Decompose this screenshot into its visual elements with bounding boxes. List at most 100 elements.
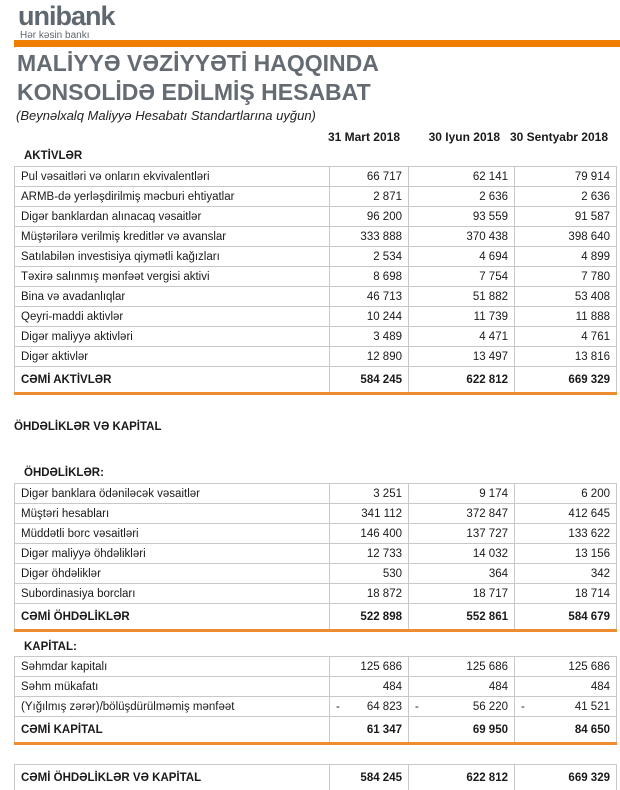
row-value: 125 686	[408, 656, 515, 677]
value-text: 84 650	[574, 723, 610, 736]
row-value: 18 714	[514, 583, 617, 604]
table-row: Qeyri-maddi aktivlər 10 244 11 739 11 888	[14, 306, 617, 327]
value-text: 669 329	[568, 771, 610, 784]
value-text: 69 950	[472, 723, 508, 736]
row-value: 11 739	[408, 306, 515, 327]
value-text: 53 408	[574, 290, 610, 303]
row-value: 84 650	[514, 716, 617, 745]
value-text: 18 714	[574, 587, 610, 600]
liabilities-heading: ÖHDƏLİKLƏR:	[24, 467, 104, 479]
value-text: 342	[590, 567, 610, 580]
row-value: 3 251	[329, 483, 409, 504]
unibank-logo: unibank Hər kəsin bankı	[18, 2, 116, 41]
row-value: 669 329	[514, 764, 617, 790]
row-value: 669 329	[514, 366, 617, 395]
row-value: 62 141	[408, 166, 515, 187]
row-label: CƏMİ ÖHDƏLİKLƏR VƏ KAPİTAL	[14, 764, 330, 790]
row-value: 13 497	[408, 346, 515, 367]
value-text: 18 717	[472, 587, 508, 600]
value-text: 125 686	[466, 660, 508, 673]
total-row: CƏMİ KAPİTAL 61 347 69 950 84 650	[14, 716, 617, 745]
value-text: 13 816	[574, 350, 610, 363]
liabilities-table: Digər banklara ödəniləcək vəsaitlər 3 251…	[14, 483, 617, 632]
table-row: Təxirə salınmış mənfəət vergisi aktivi 8 …	[14, 266, 617, 287]
table-row: Digər banklara ödəniləcək vəsaitlər 3 251…	[14, 483, 617, 504]
page-subtitle: (Beynəlxalq Maliyyə Hesabatı Standartlar…	[16, 108, 316, 123]
row-value: 46 713	[329, 286, 409, 307]
row-value: 9 174	[408, 483, 515, 504]
negative-sign: -	[521, 700, 525, 713]
row-label: Səhm mükafatı	[14, 676, 330, 697]
row-label: Subordinasiya borcları	[14, 583, 330, 604]
row-value: - 64 823	[329, 696, 409, 717]
row-value: 552 861	[408, 603, 515, 632]
row-label: Müddətli borc vəsaitləri	[14, 523, 330, 544]
row-value: 372 847	[408, 503, 515, 524]
negative-sign: -	[415, 700, 419, 713]
total-row: CƏMİ ÖHDƏLİKLƏR VƏ KAPİTAL 584 245 622 812…	[14, 764, 617, 790]
value-text: 133 622	[568, 527, 610, 540]
value-text: 62 141	[472, 170, 508, 183]
row-value: 125 686	[329, 656, 409, 677]
row-value: - 41 521	[514, 696, 617, 717]
row-value: 8 698	[329, 266, 409, 287]
value-text: 584 679	[568, 610, 610, 623]
row-label: Digər banklara ödəniləcək vəsaitlər	[14, 483, 330, 504]
value-text: 7 754	[479, 270, 508, 283]
row-value: 530	[329, 563, 409, 584]
value-text: 11 739	[473, 310, 508, 323]
equity-table: Səhmdar kapitalı 125 686 125 686 125 686 Səh…	[14, 656, 617, 745]
row-value: 18 717	[408, 583, 515, 604]
table-row: Müştəri hesabları 341 112 372 847 412 645	[14, 503, 617, 524]
value-text: 56 220	[472, 700, 508, 713]
row-value: 133 622	[514, 523, 617, 544]
value-text: 341 112	[361, 507, 402, 520]
row-value: 341 112	[329, 503, 409, 524]
row-value: 11 888	[514, 306, 617, 327]
table-row: Digər maliyyə öhdəlikləri 12 733 14 032 13 …	[14, 543, 617, 564]
assets-heading: AKTİVLƏR	[24, 150, 83, 162]
row-label: Satılabilən investisiya qiymətli kağızla…	[14, 246, 330, 267]
row-label: CƏMİ KAPİTAL	[14, 716, 330, 745]
value-text: 669 329	[568, 373, 610, 386]
row-value: 342	[514, 563, 617, 584]
value-text: 622 812	[466, 373, 508, 386]
row-value: 137 727	[408, 523, 515, 544]
grand-total-table: CƏMİ ÖHDƏLİKLƏR VƏ KAPİTAL 584 245 622 812…	[14, 764, 617, 790]
row-value: 584 245	[329, 366, 409, 395]
value-text: 484	[590, 680, 610, 693]
row-value: 2 636	[408, 186, 515, 207]
value-text: 9 174	[479, 487, 508, 500]
value-text: 412 645	[568, 507, 610, 520]
row-value: 66 717	[329, 166, 409, 187]
row-value: 10 244	[329, 306, 409, 327]
row-value: 2 636	[514, 186, 617, 207]
row-value: 584 679	[514, 603, 617, 632]
row-value: 93 559	[408, 206, 515, 227]
row-value: 7 780	[514, 266, 617, 287]
value-text: 10 244	[366, 310, 402, 323]
row-label: Təxirə salınmış mənfəət vergisi aktivi	[14, 266, 330, 287]
value-text: 41 521	[574, 700, 610, 713]
total-row: CƏMİ ÖHDƏLİKLƏR 522 898 552 861 584 679	[14, 603, 617, 632]
table-row: Digər maliyyə aktivləri 3 489 4 471 4 761	[14, 326, 617, 347]
value-text: 146 400	[360, 527, 402, 540]
value-text: 2 636	[479, 190, 508, 203]
row-value: 6 200	[514, 483, 617, 504]
page-title-line1: MALİYYƏ VƏZİYYƏTİ HAQQINDA	[17, 50, 379, 76]
value-text: 125 686	[360, 660, 402, 673]
value-text: 333 888	[360, 230, 402, 243]
value-text: 51 882	[472, 290, 508, 303]
row-label: Qeyri-maddi aktivlər	[14, 306, 330, 327]
value-text: 18 872	[366, 587, 402, 600]
table-row: Digər banklardan alınacaq vəsaitlər 96 20…	[14, 206, 617, 227]
table-row: Satılabilən investisiya qiymətli kağızla…	[14, 246, 617, 267]
value-text: 46 713	[366, 290, 402, 303]
row-label: Pul vəsaitləri və onların ekvivalentləri	[14, 166, 330, 187]
table-row: Pul vəsaitləri və onların ekvivalentləri…	[14, 166, 617, 187]
equity-heading: KAPİTAL:	[24, 641, 77, 653]
row-label: CƏMİ ÖHDƏLİKLƏR	[14, 603, 330, 632]
value-text: 622 812	[466, 771, 508, 784]
value-text: 4 899	[581, 250, 610, 263]
